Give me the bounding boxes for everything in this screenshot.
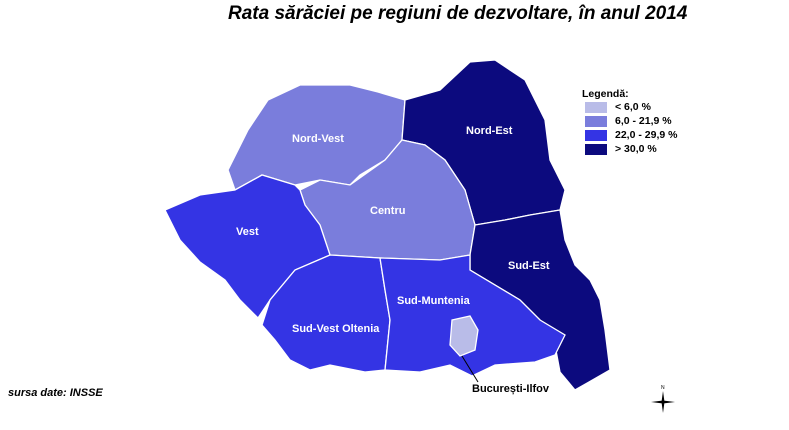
legend-item: 22,0 - 29,9 % [585, 128, 677, 142]
region-bucuresti-ilfov[interactable] [449, 315, 479, 357]
legend: Legendă: < 6,0 % 6,0 - 21,9 % 22,0 - 29,… [582, 88, 677, 156]
source-note: sursa date: INSSE [8, 387, 103, 399]
legend-label: < 6,0 % [615, 101, 651, 113]
legend-label: 6,0 - 21,9 % [615, 115, 672, 127]
label-sud-muntenia: Sud-Muntenia [397, 295, 470, 307]
legend-item: 6,0 - 21,9 % [585, 114, 677, 128]
label-centru: Centru [370, 205, 406, 217]
legend-item: > 30,0 % [585, 142, 677, 156]
bucuresti-leader-line [461, 355, 479, 383]
compass-rose-icon: N [651, 385, 675, 413]
map-title: Rata sărăciei pe regiuni de dezvoltare, … [228, 3, 688, 24]
legend-label: 22,0 - 29,9 % [615, 129, 678, 141]
compass-north-label: N [661, 385, 665, 391]
legend-swatch [585, 101, 607, 113]
legend-title: Legendă: [582, 88, 629, 100]
label-sud-est: Sud-Est [508, 260, 550, 272]
label-sud-vest-oltenia: Sud-Vest Oltenia [292, 323, 380, 335]
legend-swatch [585, 115, 607, 127]
label-vest: Vest [236, 226, 259, 238]
legend-swatch [585, 129, 607, 141]
label-nord-est: Nord-Est [466, 125, 513, 137]
label-nord-vest: Nord-Vest [292, 133, 344, 145]
region-sud-muntenia[interactable] [379, 254, 566, 377]
label-bucuresti-ilfov: București-Ilfov [472, 383, 550, 395]
legend-item: < 6,0 % [585, 100, 677, 114]
legend-swatch [585, 143, 607, 155]
legend-label: > 30,0 % [615, 143, 657, 155]
